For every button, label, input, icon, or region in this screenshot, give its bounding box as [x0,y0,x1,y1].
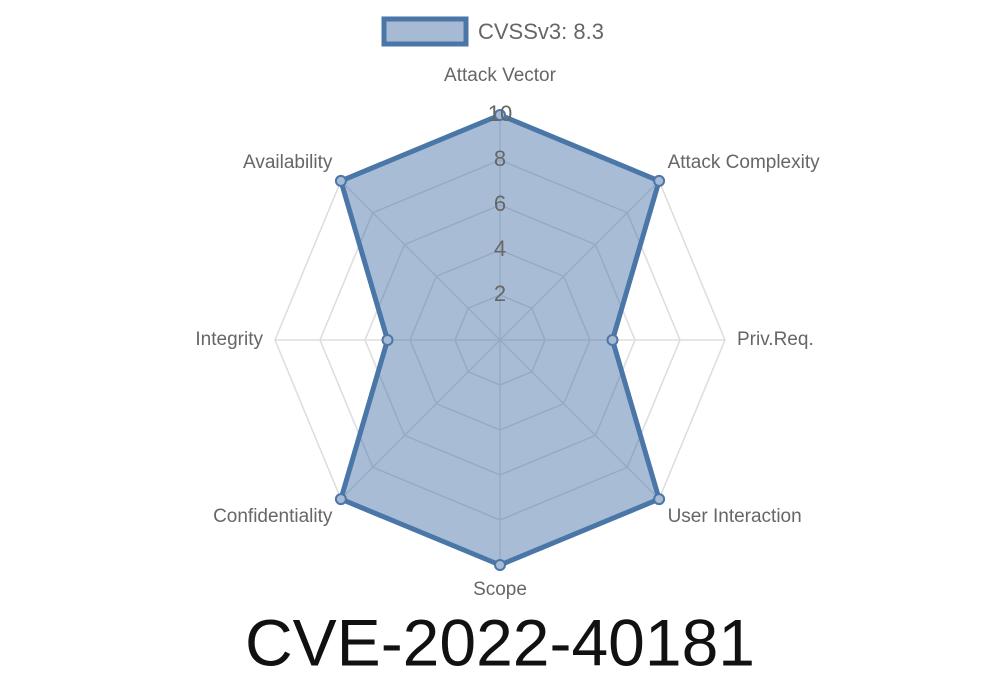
spoke [499,339,660,500]
axis-label: Priv.Req. [737,329,814,350]
spoke [340,180,501,341]
data-point [494,559,506,571]
spoke [340,339,501,500]
axis-label: Confidentiality [213,506,333,527]
spoke [499,180,660,341]
data-point [334,174,347,187]
data-point [334,493,347,506]
r-tick-label: 8 [494,146,506,171]
axis-label: Scope [473,579,527,600]
data-point [494,109,506,121]
r-tick-label: 10 [488,101,512,126]
data-point [653,493,666,506]
legend-swatch [381,16,469,47]
axis-label: Integrity [195,329,263,350]
axis-label: Availability [243,152,333,173]
data-point [606,334,619,346]
legend-label: CVSSv3: 8.3 [478,19,604,44]
axis-label: Attack Complexity [668,152,821,173]
r-tick-label: 2 [494,281,506,306]
axis-label: Attack Vector [444,65,557,86]
r-tick-label: 6 [494,191,506,216]
chart-title: CVE-2022-40181 [245,605,755,679]
r-tick-label: 4 [494,236,506,261]
data-point [381,334,394,346]
data-point [653,174,666,187]
axis-label: User Interaction [668,506,802,527]
